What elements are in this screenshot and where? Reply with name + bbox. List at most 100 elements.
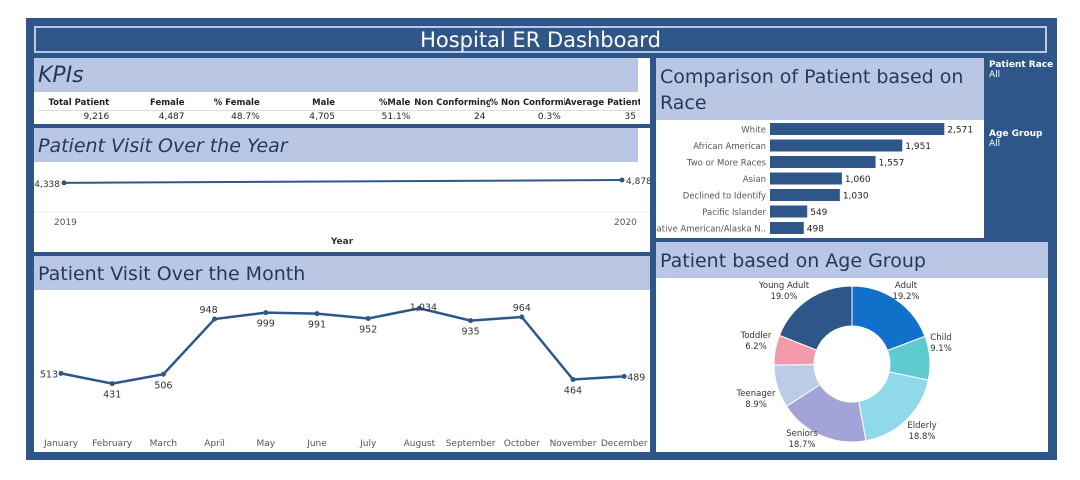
kpi-header-cell: Male — [312, 98, 335, 108]
kpi-header-row: Total Patient Female % Female Male %Male Non … — [38, 96, 640, 110]
bar — [770, 205, 808, 218]
data-label: 431 — [103, 390, 121, 401]
dashboard-title: Hospital ER Dashboard — [34, 26, 1047, 53]
age-chart-title: Patient based on Age Group — [656, 242, 1048, 278]
data-label: 464 — [564, 386, 582, 397]
x-axis-label: Year — [330, 237, 354, 247]
data-point — [160, 371, 166, 377]
year-panel: Patient Visit Over the Year 4,338 2019 4,8… — [34, 128, 650, 252]
data-point — [58, 370, 64, 376]
data-label: 506 — [154, 380, 172, 391]
slice-value-label: 6.2% — [745, 342, 767, 352]
data-point — [314, 311, 320, 317]
data-point — [621, 373, 627, 379]
kpi-value-cell: 4,705 — [263, 110, 339, 123]
kpi-value-cell: 24 — [414, 110, 490, 123]
bar — [770, 222, 804, 234]
month-line-chart: 513 January 431 February 506 March 948 April 999… — [40, 302, 648, 449]
age-panel: Patient based on Age Group Adult 19.2% Chi… — [656, 242, 1048, 452]
month-chart-title: Patient Visit Over the Month — [34, 256, 650, 290]
category-label: Two or More Races — [686, 159, 767, 169]
filter-label: Patient Race — [989, 60, 1054, 70]
slice-category-label: Child — [930, 333, 951, 343]
race-bar-chart: White 2,571 African American 1,951 Two or Mo… — [656, 123, 973, 235]
x-tick-label: February — [92, 439, 133, 449]
x-tick-label: January — [43, 439, 79, 449]
kpi-value-cell: 48.7% — [188, 110, 264, 123]
data-point — [61, 180, 67, 186]
series-line — [63, 178, 623, 184]
data-label: 991 — [308, 320, 326, 331]
data-point — [263, 310, 269, 316]
data-label: 1,557 — [879, 159, 905, 169]
x-tick-label: December — [601, 439, 648, 449]
data-label: 549 — [810, 208, 827, 218]
bar — [770, 172, 842, 185]
slice-value-label: 18.8% — [908, 432, 935, 442]
data-label: 999 — [257, 319, 275, 330]
data-label: 1,951 — [905, 142, 931, 152]
x-tick-label: May — [256, 439, 275, 449]
data-label: 4,338 — [34, 180, 60, 190]
month-panel: Patient Visit Over the Month 513 January 4… — [34, 256, 650, 452]
category-label: Native American/Alaska N.. — [656, 225, 766, 235]
kpi-value-cell: 35 — [564, 110, 640, 123]
data-point — [570, 377, 576, 382]
data-point — [416, 305, 422, 311]
data-label: 952 — [359, 325, 377, 336]
kpi-table: Total Patient Female % Female Male %Male Non … — [38, 96, 640, 123]
series-line — [60, 306, 625, 385]
bar — [770, 139, 903, 152]
kpi-header-cell: Average Patient.. — [564, 98, 640, 108]
category-label: African American — [693, 142, 766, 152]
data-point — [365, 316, 371, 321]
category-label: White — [741, 126, 766, 136]
kpi-header-cell: Female — [150, 98, 185, 108]
x-tick-label: October — [504, 439, 540, 449]
kpi-value-row: 9,216 4,487 48.7% 4,705 51.1% 24 0.3% 35 — [38, 110, 640, 123]
filter-label: Age Group — [989, 129, 1043, 139]
x-tick-label: April — [204, 439, 225, 449]
category-label: Asian — [743, 175, 766, 185]
category-label: Declined to Identify — [683, 192, 766, 202]
bar — [770, 189, 840, 201]
slice-category-label: Toddler — [740, 331, 772, 341]
slice-value-label: 19.0% — [770, 292, 797, 302]
filter-value: All — [989, 139, 1001, 149]
slice-value-label: 8.9% — [745, 400, 767, 410]
filter-age-group[interactable]: Age Group All — [989, 129, 1043, 149]
x-tick-label: July — [359, 439, 377, 449]
data-label: 1,060 — [845, 175, 871, 185]
x-tick-label: September — [446, 439, 496, 449]
data-point — [468, 318, 474, 324]
data-point — [619, 177, 625, 183]
slice-value-label: 19.2% — [892, 292, 919, 302]
kpi-value-cell: 51.1% — [339, 110, 415, 123]
kpi-header-cell: % Non Conformi.. — [489, 98, 565, 108]
year-chart-title: Patient Visit Over the Year — [34, 128, 638, 162]
data-label: 935 — [462, 327, 480, 338]
slice-value-label: 18.7% — [788, 440, 815, 450]
slice-category-label: Adult — [895, 281, 918, 291]
data-label: 948 — [200, 305, 218, 316]
data-label: 498 — [807, 225, 824, 235]
filter-value: All — [989, 70, 1001, 80]
slice-category-label: Teenager — [736, 389, 776, 399]
x-tick-label: 2020 — [614, 218, 637, 228]
race-panel: Comparison of Patient based on Race Whit… — [656, 58, 984, 238]
x-tick-label: 2019 — [54, 218, 77, 228]
data-point — [519, 314, 525, 320]
data-label: 4,878 — [626, 177, 650, 187]
category-label: Pacific Islander — [702, 208, 766, 218]
data-label: 489 — [627, 372, 645, 383]
kpi-header-cell: Non Conforming — [414, 98, 490, 108]
kpi-title: KPIs — [34, 58, 638, 92]
filter-patient-race[interactable]: Patient Race All — [989, 60, 1053, 80]
slice-category-label: Young Adult — [758, 281, 810, 291]
x-tick-label: March — [150, 439, 177, 449]
kpi-panel: KPIs Total Patient Female % Female Male %Mal… — [34, 58, 650, 124]
kpi-value-cell: 0.3% — [489, 110, 565, 123]
slice-category-label: Seniors — [786, 429, 818, 439]
kpi-header-cell: %Male — [378, 98, 411, 108]
